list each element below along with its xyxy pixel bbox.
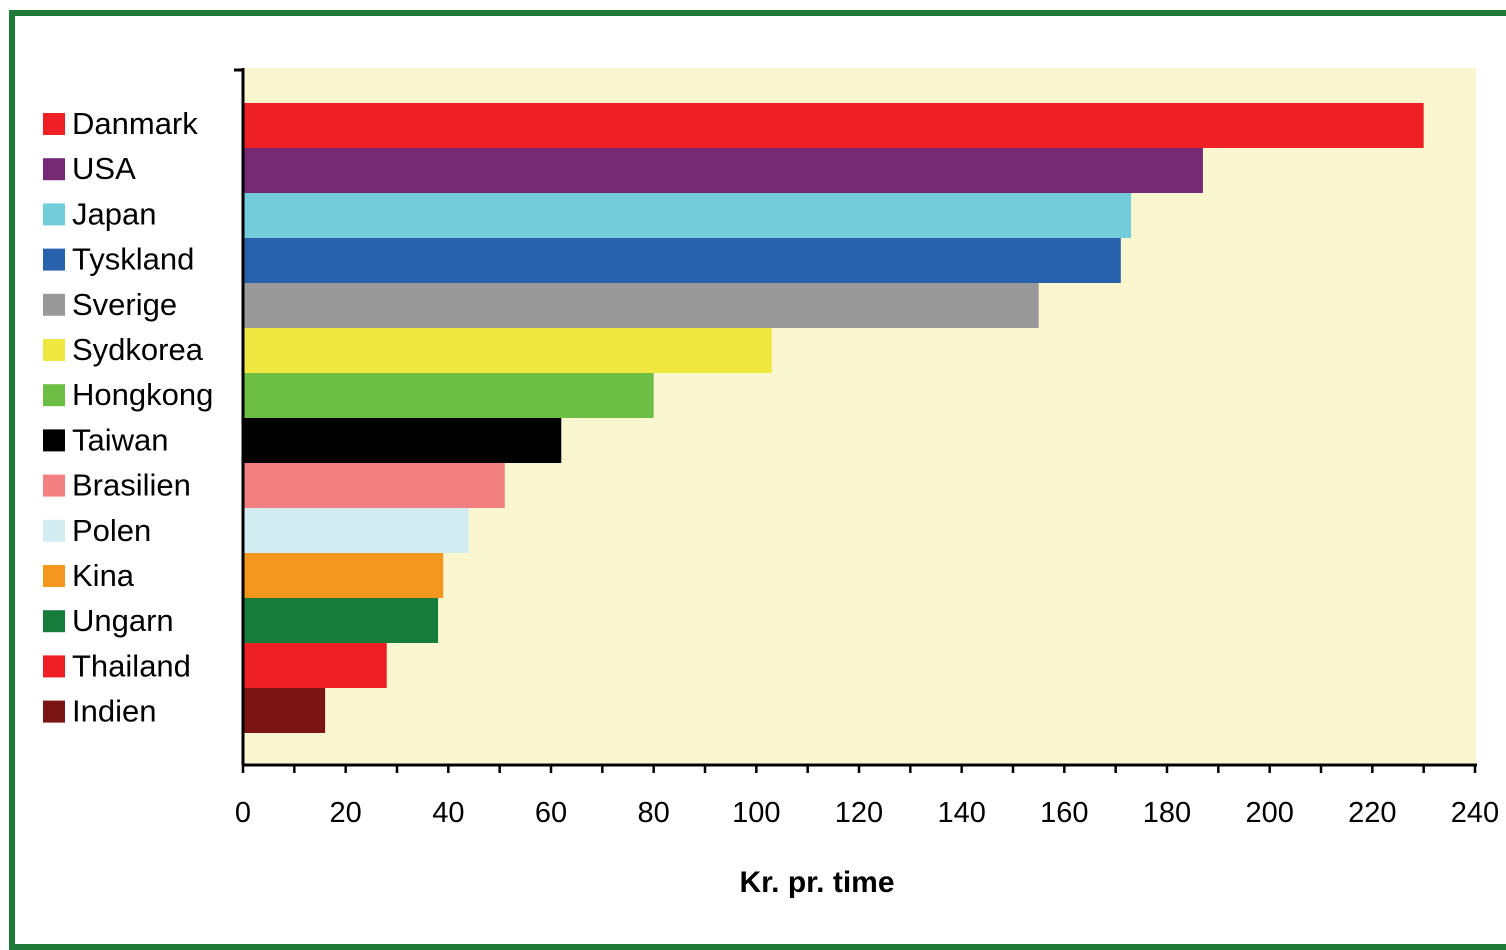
x-tick-label: 120 — [835, 797, 883, 829]
legend-swatch-sverige — [43, 293, 65, 316]
legend-label-thailand: Thailand — [72, 648, 191, 683]
legend-swatch-hongkong — [43, 384, 65, 407]
legend-swatch-sydkorea — [43, 339, 65, 361]
legend-label-hongkong: Hongkong — [72, 377, 213, 412]
x-tick-label: 140 — [937, 797, 985, 829]
legend-label-taiwan: Taiwan — [72, 422, 169, 457]
x-tick-label: 180 — [1143, 797, 1191, 829]
legend-label-sverige: Sverige — [72, 287, 177, 322]
x-tick-label: 60 — [535, 797, 567, 829]
legend-label-indien: Indien — [72, 694, 156, 729]
x-tick-label: 200 — [1245, 797, 1293, 829]
x-tick-label: 160 — [1040, 797, 1088, 829]
x-tick-label: 20 — [330, 797, 362, 829]
x-tick-label: 80 — [638, 797, 670, 829]
legend-label-sydkorea: Sydkorea — [72, 332, 204, 367]
bar-sydkorea — [243, 328, 772, 373]
legend-swatch-ungarn — [43, 610, 65, 633]
legend-swatch-tyskland — [43, 248, 65, 271]
legend-swatch-taiwan — [43, 429, 65, 452]
legend-swatch-brasilien — [43, 474, 65, 497]
bar-taiwan — [243, 418, 562, 463]
legend-label-usa: USA — [72, 151, 136, 186]
bar-usa — [243, 148, 1203, 193]
bar-danmark — [243, 103, 1424, 148]
legend-swatch-thailand — [43, 655, 65, 678]
legend-label-japan: Japan — [72, 196, 156, 231]
bar-indien — [243, 688, 326, 733]
legend-swatch-indien — [43, 700, 65, 723]
x-tick-label: 0 — [235, 797, 251, 829]
legend-label-ungarn: Ungarn — [72, 603, 174, 638]
x-tick-label: 240 — [1451, 797, 1499, 829]
legend-swatch-kina — [43, 565, 65, 587]
x-tick-label: 40 — [432, 797, 464, 829]
bar-hongkong — [243, 373, 654, 418]
legend-swatch-danmark — [43, 113, 65, 135]
bar-polen — [243, 508, 469, 553]
legend-label-tyskland: Tyskland — [72, 242, 194, 277]
legend-label-brasilien: Brasilien — [72, 468, 191, 503]
legend-swatch-polen — [43, 519, 65, 542]
legend-label-polen: Polen — [72, 513, 151, 548]
legend-swatch-japan — [43, 203, 65, 226]
legend-swatch-usa — [43, 158, 65, 181]
x-axis-label: Kr. pr. time — [739, 866, 894, 899]
legend-label-kina: Kina — [72, 558, 135, 593]
bar-brasilien — [243, 463, 505, 508]
bar-thailand — [243, 643, 387, 688]
bar-tyskland — [243, 238, 1121, 283]
bar-ungarn — [243, 598, 439, 643]
x-tick-label: 220 — [1348, 797, 1396, 829]
legend-label-danmark: Danmark — [72, 106, 198, 141]
bar-sverige — [243, 283, 1039, 328]
bar-japan — [243, 193, 1132, 238]
x-tick-label: 100 — [732, 797, 780, 829]
bar-kina — [243, 553, 444, 598]
